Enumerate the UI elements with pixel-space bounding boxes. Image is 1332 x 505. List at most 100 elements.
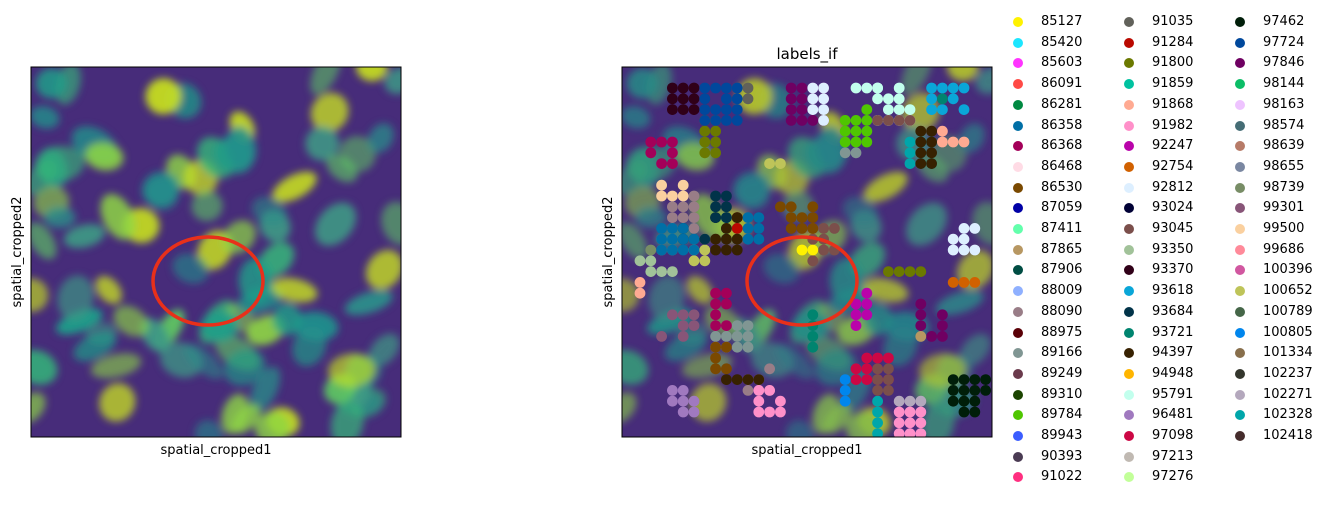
legend-label: 97213 bbox=[1152, 448, 1194, 464]
spot-marker bbox=[656, 233, 667, 245]
spot-marker bbox=[818, 93, 829, 105]
spot-marker bbox=[839, 115, 851, 126]
legend-label: 97846 bbox=[1263, 55, 1305, 71]
spot-marker bbox=[947, 136, 959, 148]
right-nucleus bbox=[622, 392, 637, 424]
legend-label: 91982 bbox=[1152, 117, 1194, 133]
spot-marker bbox=[721, 341, 732, 353]
spot-marker bbox=[677, 201, 689, 213]
spot-marker bbox=[850, 136, 862, 148]
left-nucleus bbox=[90, 353, 142, 379]
spot-marker bbox=[775, 201, 786, 213]
legend-marker bbox=[1124, 120, 1134, 131]
legend-marker bbox=[1235, 368, 1245, 379]
spot-marker bbox=[688, 395, 700, 407]
right-nucleus bbox=[635, 206, 667, 229]
legend-label: 97724 bbox=[1263, 34, 1305, 50]
spot-marker bbox=[969, 395, 981, 407]
left-nucleus bbox=[95, 276, 122, 304]
left-nucleus bbox=[57, 275, 94, 321]
legend-label: 100789 bbox=[1263, 303, 1313, 319]
spot-marker bbox=[634, 277, 646, 288]
spot-marker bbox=[677, 331, 689, 342]
spot-marker bbox=[710, 82, 721, 94]
spot-markers bbox=[634, 82, 991, 437]
left-nucleus bbox=[191, 190, 223, 222]
spot-marker bbox=[807, 115, 819, 126]
spot-marker bbox=[904, 136, 916, 148]
legend-marker bbox=[1124, 244, 1134, 255]
left-nucleus bbox=[201, 310, 239, 342]
legend-marker bbox=[1235, 348, 1245, 359]
legend-marker bbox=[1013, 182, 1023, 193]
legend-marker bbox=[1013, 17, 1023, 27]
left-nucleus bbox=[184, 343, 223, 380]
left-nucleus bbox=[35, 68, 67, 99]
left-nucleus bbox=[310, 92, 349, 133]
left-nuclei-layer bbox=[31, 67, 401, 437]
spot-marker bbox=[893, 93, 905, 105]
spot-marker bbox=[731, 93, 743, 105]
spot-marker bbox=[721, 320, 732, 331]
legend-marker bbox=[1013, 327, 1023, 338]
spot-marker bbox=[947, 395, 959, 407]
legend-label: 102418 bbox=[1263, 428, 1313, 443]
spot-marker bbox=[850, 125, 862, 137]
spot-marker bbox=[980, 374, 991, 385]
spot-marker bbox=[915, 158, 927, 170]
right-annotation-ellipse bbox=[745, 235, 859, 327]
spot-marker bbox=[818, 223, 829, 234]
left-nucleus bbox=[172, 253, 209, 284]
spot-marker bbox=[645, 255, 657, 267]
legend-marker bbox=[1013, 161, 1023, 172]
legend-label: 86281 bbox=[1041, 96, 1083, 112]
spot-marker bbox=[710, 341, 721, 353]
legend-label: 89784 bbox=[1041, 407, 1083, 423]
left-nucleus bbox=[271, 277, 318, 303]
left-nucleus bbox=[381, 201, 401, 246]
spot-marker bbox=[721, 223, 732, 234]
legend-marker bbox=[1124, 203, 1134, 214]
spot-marker bbox=[721, 115, 732, 126]
spot-marker bbox=[710, 309, 721, 321]
left-nucleus bbox=[232, 404, 261, 434]
legend-marker bbox=[1124, 58, 1134, 69]
legend-label: 97462 bbox=[1263, 14, 1305, 29]
right-labels-panel: labels_if spatial_cropped1 spatial_cropp… bbox=[601, 45, 993, 458]
left-nucleus bbox=[310, 67, 342, 96]
spot-marker bbox=[710, 363, 721, 375]
spot-marker bbox=[818, 82, 829, 94]
legend-marker bbox=[1235, 37, 1245, 48]
spot-marker bbox=[731, 244, 743, 256]
spot-marker bbox=[883, 385, 894, 396]
spot-marker bbox=[721, 374, 732, 385]
left-nucleus bbox=[56, 308, 103, 335]
spot-marker bbox=[872, 417, 883, 429]
legend-marker bbox=[1124, 368, 1134, 379]
legend-label: 88090 bbox=[1041, 303, 1083, 319]
spot-marker bbox=[721, 104, 732, 115]
spot-marker bbox=[667, 212, 678, 224]
spot-marker bbox=[677, 395, 689, 407]
left-nucleus bbox=[225, 126, 257, 170]
spot-marker bbox=[839, 136, 851, 148]
left-axes-frame bbox=[30, 66, 402, 438]
spot-marker bbox=[883, 93, 894, 105]
spot-marker bbox=[667, 266, 678, 277]
left-y-axis-label: spatial_cropped2 bbox=[10, 197, 25, 308]
spot-marker bbox=[731, 223, 743, 234]
legend-label: 93024 bbox=[1152, 200, 1194, 216]
spot-marker bbox=[699, 136, 711, 148]
spot-marker bbox=[721, 244, 732, 256]
right-nucleus bbox=[959, 333, 991, 367]
spot-marker bbox=[850, 363, 862, 375]
spot-marker bbox=[796, 244, 808, 256]
spot-marker bbox=[634, 287, 646, 299]
spot-marker bbox=[893, 417, 905, 429]
spot-marker bbox=[926, 93, 937, 105]
spot-marker bbox=[731, 374, 743, 385]
left-x-axis-label: spatial_cropped1 bbox=[161, 443, 272, 458]
legend-label: 102237 bbox=[1263, 365, 1313, 381]
legend-label: 85420 bbox=[1041, 34, 1083, 50]
spot-marker bbox=[742, 320, 754, 331]
